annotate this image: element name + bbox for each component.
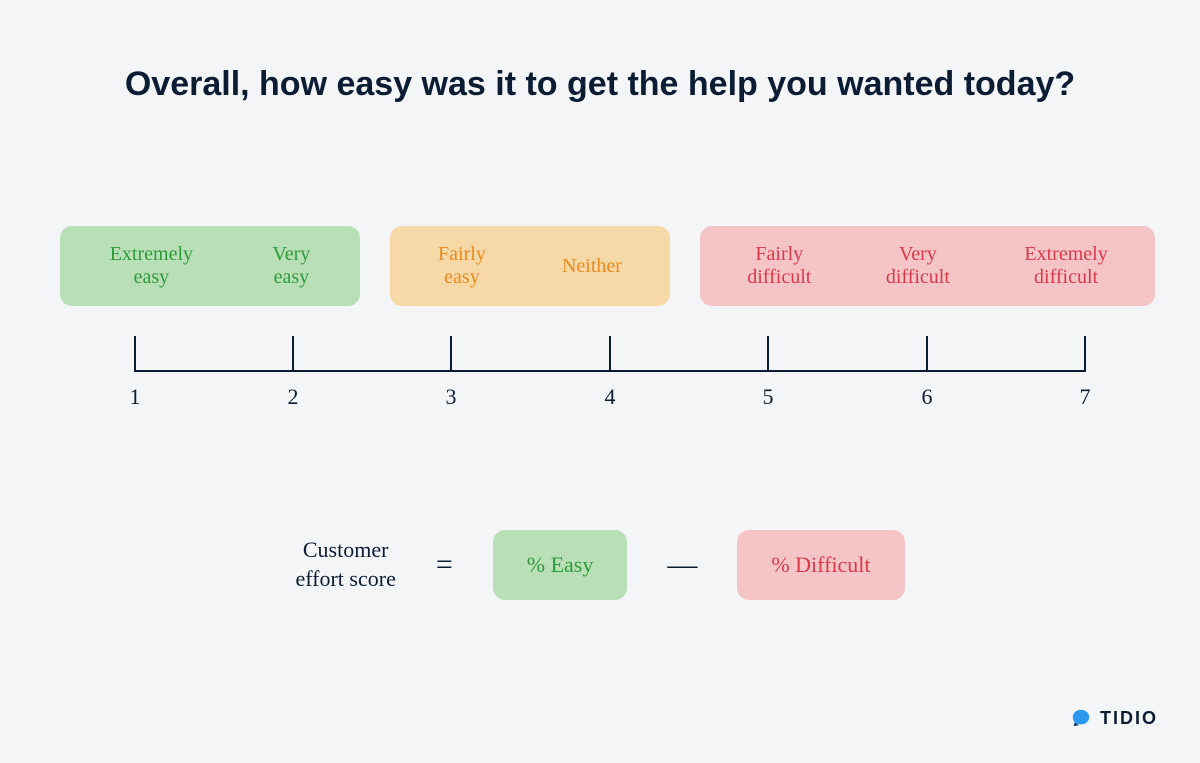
scale-option: Neither xyxy=(562,255,622,278)
axis-tick xyxy=(134,336,136,372)
scale-option: Fairly difficult xyxy=(747,243,811,289)
axis-tick-label: 2 xyxy=(288,384,299,410)
axis: 1234567 xyxy=(60,336,1140,396)
difficult-pill: % Difficult xyxy=(737,530,904,600)
scale-group-hard: Fairly difficult Very difficult Extremely … xyxy=(700,226,1155,306)
axis-tick-label: 3 xyxy=(446,384,457,410)
easy-pill: % Easy xyxy=(493,530,628,600)
page-title: Overall, how easy was it to get the help… xyxy=(0,62,1200,108)
scale-group-mid: Fairly easy Neither xyxy=(390,226,670,306)
axis-tick-label: 1 xyxy=(130,384,141,410)
brand-name: TIDIO xyxy=(1100,708,1158,729)
axis-tick xyxy=(609,336,611,372)
scale-option: Extremely difficult xyxy=(1024,243,1107,289)
likert-scale: Extremely easy Very easy Fairly easy Neithe… xyxy=(60,226,1140,436)
chat-bubble-icon xyxy=(1070,707,1092,729)
axis-tick-label: 6 xyxy=(922,384,933,410)
formula-lede: Customer effort score xyxy=(295,536,395,593)
axis-tick xyxy=(292,336,294,372)
equals-sign: = xyxy=(436,548,453,582)
scale-option: Very easy xyxy=(272,243,310,289)
minus-sign: — xyxy=(667,548,697,582)
scale-option: Extremely easy xyxy=(110,243,193,289)
axis-tick-label: 7 xyxy=(1080,384,1091,410)
brand-logo: TIDIO xyxy=(1070,707,1158,729)
axis-tick xyxy=(767,336,769,372)
axis-tick xyxy=(1084,336,1086,372)
ces-formula: Customer effort score = % Easy — % Diffi… xyxy=(0,530,1200,600)
scale-option: Very difficult xyxy=(886,243,950,289)
axis-tick xyxy=(926,336,928,372)
scale-option: Fairly easy xyxy=(438,243,486,289)
axis-tick xyxy=(450,336,452,372)
axis-tick-label: 5 xyxy=(763,384,774,410)
scale-group-easy: Extremely easy Very easy xyxy=(60,226,360,306)
axis-tick-label: 4 xyxy=(605,384,616,410)
